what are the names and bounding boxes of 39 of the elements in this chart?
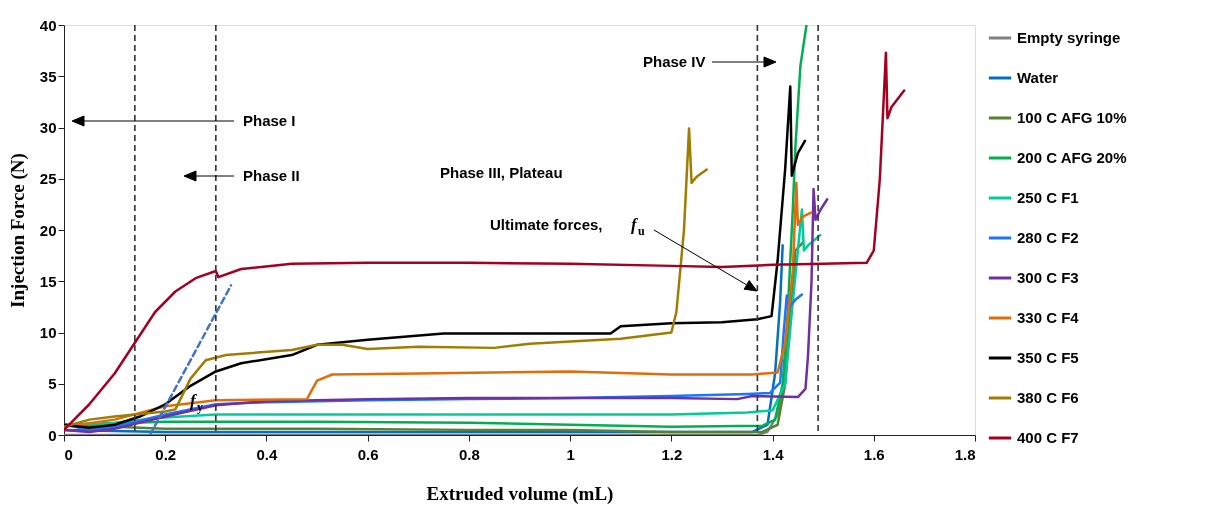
legend-label: 330 C F4 [1017, 309, 1080, 326]
legend-label: 250 C F1 [1017, 189, 1079, 206]
legend-label: 400 C F7 [1017, 429, 1079, 446]
legend-label: 300 C F3 [1017, 269, 1079, 286]
legend-label: 200 C AFG 20% [1017, 149, 1127, 166]
y-tick-label: 30 [39, 119, 57, 136]
y-tick-label: 20 [39, 221, 57, 239]
x-tick-label: 0 [64, 445, 73, 463]
y-tick-label: 40 [39, 16, 57, 34]
y-tick-label: 10 [39, 324, 57, 341]
annotation: Phase IV [643, 53, 706, 70]
x-tick-label: 0.6 [357, 445, 379, 463]
legend-label: Water [1017, 69, 1059, 86]
x-tick-label: 1.6 [863, 445, 885, 463]
legend-label: 380 C F6 [1017, 389, 1079, 406]
legend-label: 100 C AFG 10% [1017, 109, 1127, 126]
annotation: Phase II [243, 167, 300, 184]
x-tick-label: 1.8 [954, 445, 976, 463]
y-tick-label: 15 [39, 272, 57, 290]
x-tick-label: 0.4 [256, 445, 279, 463]
y-tick-label: 25 [39, 170, 57, 188]
x-tick-label: 1.4 [762, 445, 785, 463]
line-series [64, 127, 709, 429]
y-axis-title: Injection Force (N) [6, 153, 29, 308]
annotation: Phase I [243, 112, 296, 129]
y-tick-label: 0 [48, 426, 57, 444]
y-tick-label: 5 [48, 375, 57, 393]
legend-label: 350 C F5 [1017, 349, 1079, 366]
line-series [64, 51, 906, 432]
legend-label: 280 C F2 [1017, 229, 1079, 246]
x-tick-label: 1 [566, 445, 575, 463]
x-tick-label: 0.2 [155, 445, 177, 463]
y-tick-label: 35 [39, 67, 57, 85]
x-tick-label: 1.2 [661, 445, 683, 463]
line-series [64, 85, 807, 430]
x-tick-label: 0.8 [458, 445, 480, 463]
x-axis-title: Extruded volume (mL) [426, 482, 614, 505]
annotation: Phase III, Plateau [440, 164, 563, 181]
legend-label: Empty syringe [1017, 29, 1121, 46]
